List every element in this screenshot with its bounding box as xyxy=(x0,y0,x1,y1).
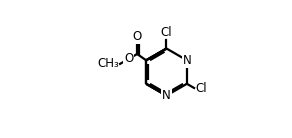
Text: O: O xyxy=(133,30,142,43)
Text: Cl: Cl xyxy=(161,26,172,39)
Text: N: N xyxy=(162,89,171,102)
Text: Cl: Cl xyxy=(195,82,207,95)
Text: CH₃: CH₃ xyxy=(98,57,120,70)
Text: N: N xyxy=(182,54,191,67)
Text: O: O xyxy=(124,52,133,65)
